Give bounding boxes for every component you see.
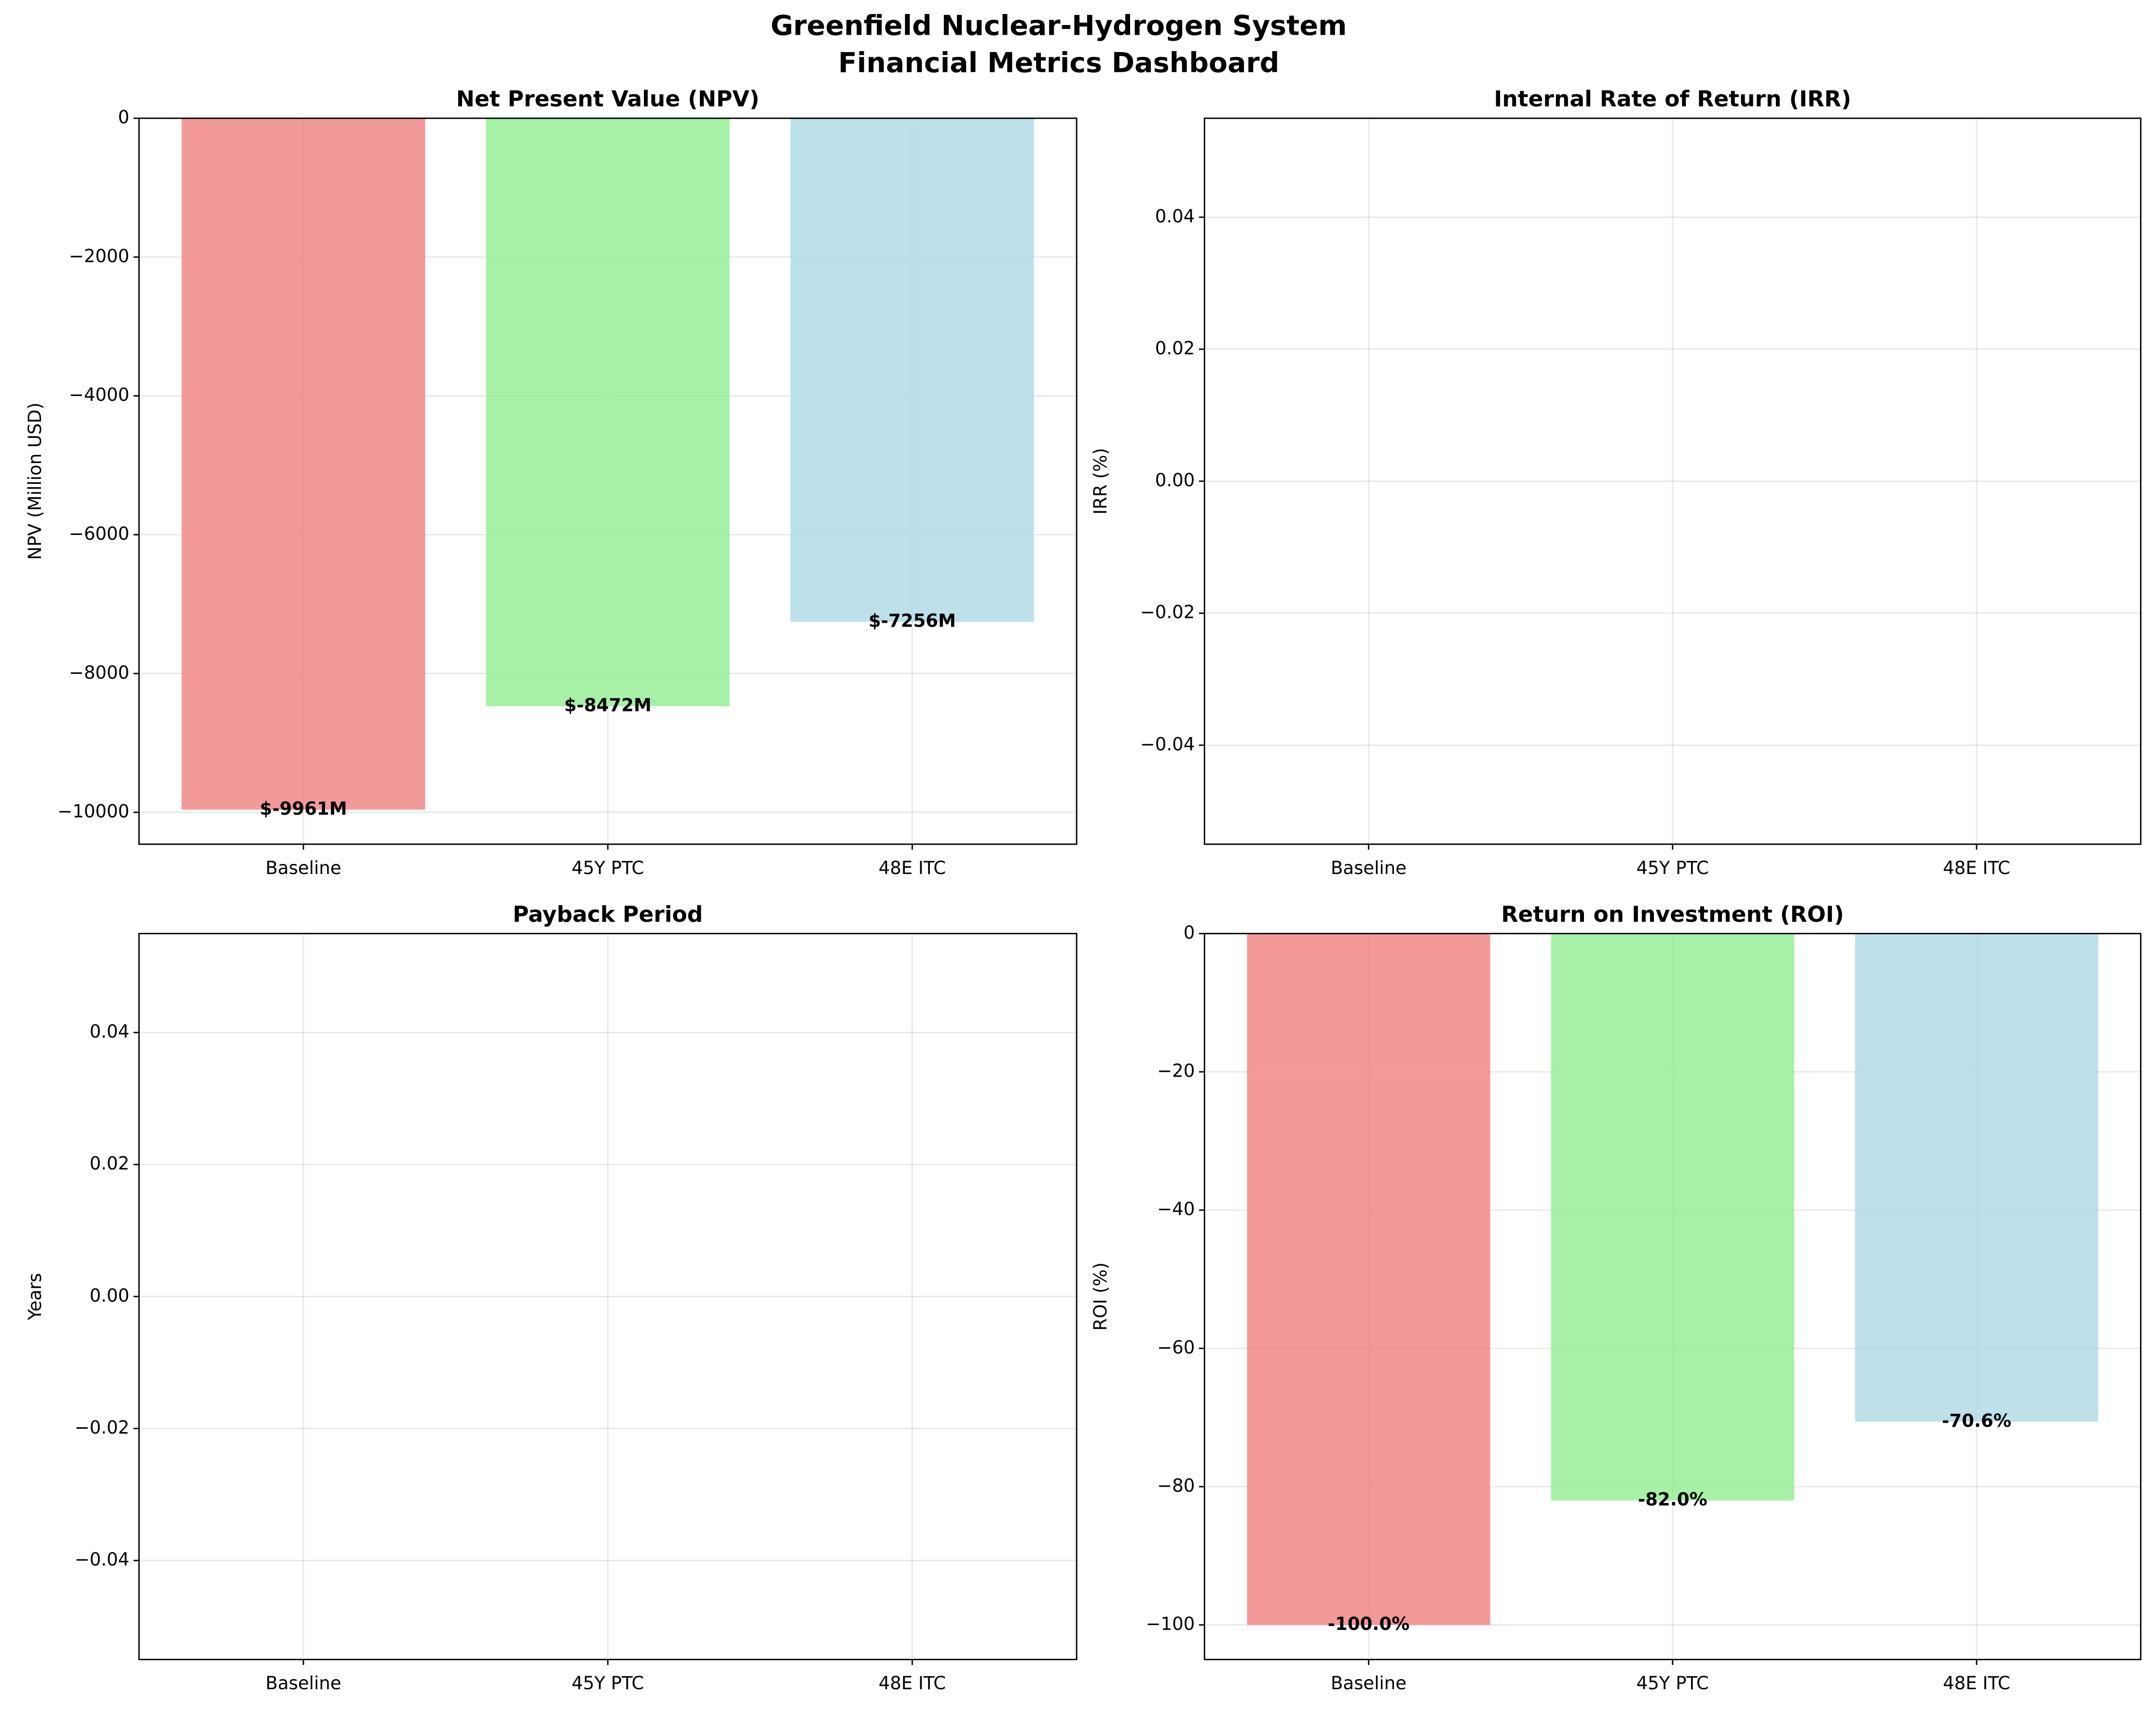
y-axis-label: IRR (%) <box>1090 448 1111 514</box>
y-axis-label: NPV (Million USD) <box>25 402 45 560</box>
subplot-title: Return on Investment (ROI) <box>1501 902 1844 927</box>
y-axis-label: Years <box>25 1273 45 1321</box>
y-tick-label: −8000 <box>69 662 129 683</box>
y-tick-label: −0.04 <box>1140 734 1195 754</box>
x-tick-label: Baseline <box>1331 858 1406 878</box>
x-tick-label: 48E ITC <box>879 858 946 878</box>
x-tick-label: 45Y PTC <box>1637 1673 1709 1694</box>
figure-title: Greenfield Nuclear-Hydrogen System <box>771 10 1347 42</box>
y-tick-label: 0.02 <box>1155 338 1195 358</box>
data-label: $-9961M <box>259 798 347 819</box>
bar <box>486 118 730 707</box>
y-tick-label: 0.04 <box>1155 206 1195 227</box>
bar <box>790 118 1034 622</box>
y-tick-label: −2000 <box>69 246 129 266</box>
x-tick-label: Baseline <box>1331 1673 1406 1694</box>
y-tick-label: −100 <box>1146 1613 1195 1634</box>
y-tick-label: −0.04 <box>75 1549 130 1570</box>
x-tick-label: 48E ITC <box>879 1673 946 1694</box>
data-label: -100.0% <box>1328 1613 1410 1634</box>
subplot-title: Net Present Value (NPV) <box>456 86 760 112</box>
y-tick-label: 0.00 <box>1155 470 1195 491</box>
y-tick-label: −40 <box>1157 1199 1195 1219</box>
subplot-title: Internal Rate of Return (IRR) <box>1494 86 1851 112</box>
y-tick-label: −20 <box>1157 1061 1195 1081</box>
y-tick-label: 0 <box>118 107 130 128</box>
data-label: -70.6% <box>1942 1410 2011 1431</box>
plot-frame <box>138 932 1078 1660</box>
x-tick-label: 45Y PTC <box>1637 858 1709 878</box>
subplot-title: Payback Period <box>513 902 703 927</box>
y-tick-label: 0 <box>1184 922 1195 943</box>
y-tick-label: 0.04 <box>90 1021 130 1042</box>
y-tick-label: 0.02 <box>90 1153 130 1174</box>
y-tick-label: −4000 <box>69 384 129 405</box>
x-tick-label: 45Y PTC <box>572 858 644 878</box>
y-tick-label: −0.02 <box>75 1417 130 1438</box>
bar <box>1855 933 2099 1422</box>
bar <box>1551 933 1794 1501</box>
y-tick-label: 0.00 <box>90 1285 130 1306</box>
data-label: $-7256M <box>869 611 956 631</box>
figure-title: Financial Metrics Dashboard <box>838 47 1280 79</box>
x-tick-label: 48E ITC <box>1943 858 2010 878</box>
x-tick-label: Baseline <box>265 858 341 878</box>
y-tick-label: −6000 <box>69 523 129 544</box>
y-tick-label: −0.02 <box>1140 602 1195 623</box>
data-label: $-8472M <box>564 695 652 716</box>
x-tick-label: Baseline <box>265 1673 341 1694</box>
plot-frame <box>1203 117 2142 845</box>
y-tick-label: −80 <box>1157 1476 1195 1496</box>
x-tick-label: 45Y PTC <box>572 1673 644 1694</box>
plot-frame <box>1203 932 2142 1660</box>
y-axis-label: ROI (%) <box>1090 1262 1111 1331</box>
x-tick-label: 48E ITC <box>1943 1673 2010 1694</box>
y-tick-label: −10000 <box>57 801 129 822</box>
plot-frame <box>138 117 1078 845</box>
data-label: -82.0% <box>1638 1489 1707 1510</box>
bar <box>181 118 425 810</box>
y-tick-label: −60 <box>1157 1337 1195 1358</box>
bar <box>1247 933 1490 1625</box>
